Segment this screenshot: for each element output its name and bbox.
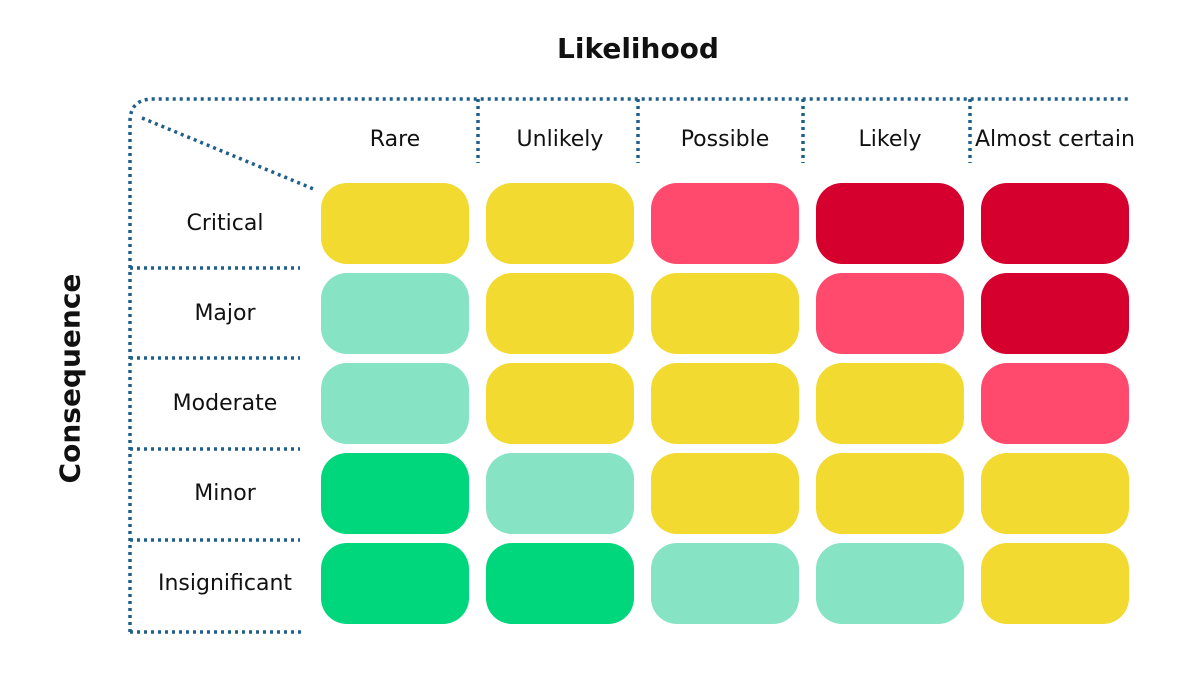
risk-cell [981,183,1129,264]
row-label: Insignificant [157,570,293,596]
risk-cell [651,183,799,264]
risk-cell [651,543,799,624]
corner-diagonal [141,116,317,192]
risk-cell [651,363,799,444]
risk-cell [321,453,469,534]
column-label: Rare [369,127,421,152]
column-label: Possible [680,127,770,152]
column-label: Likely [858,127,922,152]
risk-cell [486,273,634,354]
risk-cell [321,363,469,444]
column-label: Almost certain [975,127,1135,152]
outer-border [128,97,1130,632]
risk-cell [321,183,469,264]
risk-cell [486,183,634,264]
risk-cell [486,363,634,444]
risk-cell [816,363,964,444]
risk-cell [981,363,1129,444]
risk-cell [321,273,469,354]
likelihood-title: Likelihood [557,32,719,65]
row-label: Moderate [172,390,278,416]
risk-cell [816,183,964,264]
risk-cell [816,273,964,354]
risk-cell [981,543,1129,624]
risk-cell [486,453,634,534]
column-label: Unlikely [516,127,604,152]
row-label: Minor [194,480,256,506]
risk-cell [981,273,1129,354]
risk-cell [816,453,964,534]
risk-cell [321,543,469,624]
consequence-title: Consequence [53,273,87,484]
risk-cell [486,543,634,624]
risk-cell [981,453,1129,534]
risk-cell [651,273,799,354]
row-label: Critical [186,210,264,236]
risk-cell [816,543,964,624]
row-label: Major [194,300,256,326]
risk-cell [651,453,799,534]
